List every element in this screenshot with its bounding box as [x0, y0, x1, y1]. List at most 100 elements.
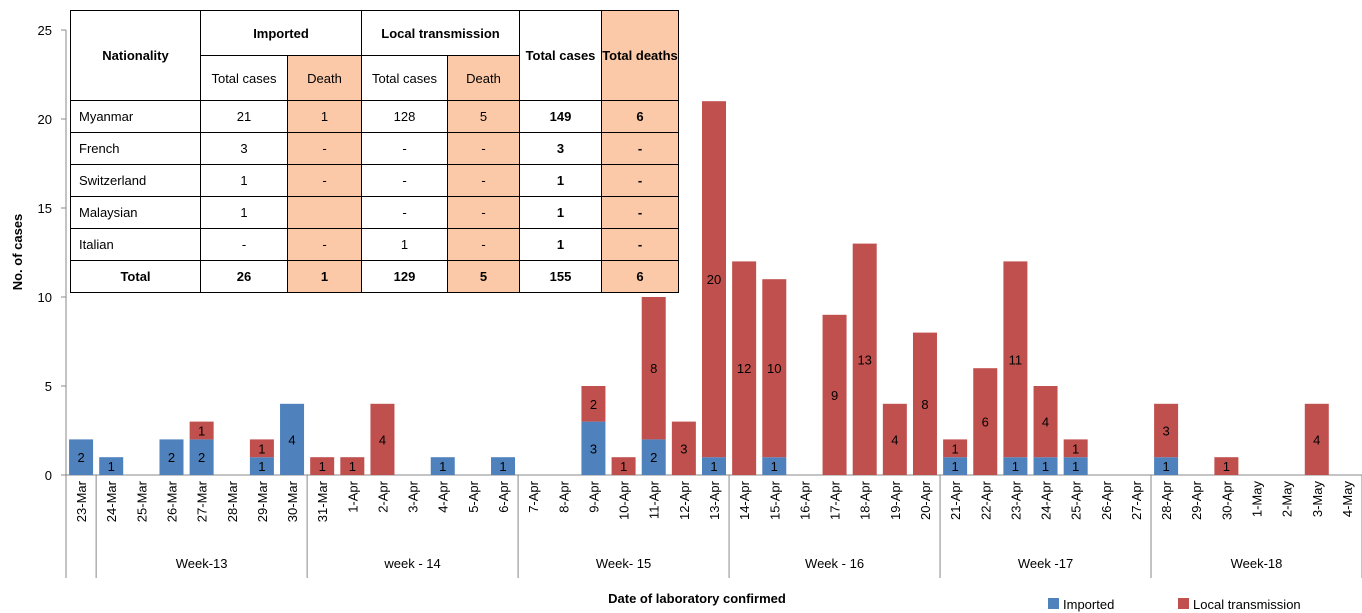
- data-label: 1: [319, 459, 326, 474]
- table-row: Myanmar 21 1 128 5 149 6: [70, 100, 679, 133]
- data-label: 1: [258, 459, 265, 474]
- table-cell: 1: [519, 228, 602, 261]
- x-tick-label: 22-Apr: [978, 480, 993, 520]
- table-cell: Italian: [70, 228, 201, 261]
- y-tick-label: 0: [45, 468, 52, 483]
- table-cell: 1: [287, 260, 362, 293]
- x-tick-label: 28-Mar: [225, 480, 240, 522]
- data-label: 1: [499, 459, 506, 474]
- x-tick-label: 28-Apr: [1159, 480, 1174, 520]
- table-cell: -: [601, 196, 679, 229]
- data-label: 1: [1223, 459, 1230, 474]
- data-label: 1: [1162, 459, 1169, 474]
- bar: [1214, 457, 1239, 475]
- x-tick-label: 1-May: [1250, 481, 1265, 518]
- week-label: Week -17: [1018, 556, 1073, 571]
- data-label: 3: [680, 441, 687, 456]
- x-tick-label: 27-Apr: [1129, 480, 1144, 520]
- bar: [159, 439, 184, 475]
- bar: [943, 457, 968, 475]
- x-tick-label: 4-Apr: [436, 480, 451, 512]
- x-tick-label: 25-Mar: [134, 480, 149, 522]
- x-tick-label: 3-Apr: [406, 480, 421, 512]
- data-label: 13: [857, 352, 871, 367]
- x-tick-label: 26-Apr: [1099, 480, 1114, 520]
- data-label: 3: [1162, 424, 1169, 439]
- x-tick-label: 17-Apr: [828, 480, 843, 520]
- table-cell: 21: [200, 100, 288, 133]
- table-cell: -: [447, 196, 520, 229]
- x-tick-label: 18-Apr: [858, 480, 873, 520]
- x-tick-label: 24-Apr: [1039, 480, 1054, 520]
- week-label: week - 14: [383, 556, 440, 571]
- week-label: Week-13: [176, 556, 228, 571]
- bar: [249, 439, 274, 458]
- table-cell: Total cases: [200, 55, 288, 101]
- y-axis-title: No. of cases: [10, 214, 25, 291]
- table-cell: 1: [200, 196, 288, 229]
- nationality-table: Nationality Imported Local transmission Tot…: [70, 10, 679, 293]
- bar: [912, 332, 937, 475]
- bar: [189, 439, 214, 475]
- table-cell: French: [70, 132, 201, 165]
- table-cell: -: [601, 228, 679, 261]
- x-tick-label: 20-Apr: [918, 480, 933, 520]
- bar: [581, 386, 606, 422]
- bar: [491, 457, 516, 475]
- table-cell: 5: [447, 260, 520, 293]
- bar: [641, 439, 666, 475]
- table-cell: 1: [287, 100, 362, 133]
- table-cell: 1: [519, 164, 602, 197]
- data-label: 1: [349, 459, 356, 474]
- table-cell: 6: [601, 260, 679, 293]
- x-tick-label: 4-May: [1340, 481, 1355, 518]
- bar: [611, 457, 636, 475]
- legend-label: Imported: [1063, 597, 1114, 612]
- data-label: 8: [921, 397, 928, 412]
- table-cell: -: [287, 164, 362, 197]
- table-cell: -: [601, 164, 679, 197]
- x-tick-label: 31-Mar: [315, 480, 330, 522]
- bar: [69, 439, 94, 475]
- table-cell: [287, 196, 362, 229]
- data-label: 4: [288, 432, 295, 447]
- table-cell: Total cases: [361, 55, 448, 101]
- x-tick-label: 14-Apr: [737, 480, 752, 520]
- y-tick-label: 10: [38, 290, 52, 305]
- bar: [581, 421, 606, 475]
- week-label: Week - 16: [805, 556, 864, 571]
- table-cell: Death: [447, 55, 520, 101]
- table-cell: 149: [519, 100, 602, 133]
- y-tick-label: 20: [38, 112, 52, 127]
- x-tick-label: 19-Apr: [888, 480, 903, 520]
- data-label: 8: [650, 361, 657, 376]
- table-cell: 155: [519, 260, 602, 293]
- bar: [1033, 386, 1058, 458]
- bar: [280, 403, 305, 475]
- bar: [189, 421, 214, 440]
- data-label: 4: [379, 432, 386, 447]
- legend-label: Local transmission: [1193, 597, 1301, 612]
- week-label: Week- 15: [596, 556, 651, 571]
- data-label: 1: [1042, 459, 1049, 474]
- bar: [310, 457, 335, 475]
- data-label: 2: [77, 450, 84, 465]
- table-row: Malaysian 1- -1-: [70, 196, 679, 229]
- bar: [973, 368, 998, 475]
- table-cell: Switzerland: [70, 164, 201, 197]
- x-tick-label: 3-May: [1310, 481, 1325, 518]
- table-cell: 6: [601, 100, 679, 133]
- data-label: 1: [439, 459, 446, 474]
- table-cell: Death: [287, 55, 362, 101]
- data-label: 2: [198, 450, 205, 465]
- data-label: 1: [108, 459, 115, 474]
- data-label: 20: [707, 272, 721, 287]
- y-tick-label: 5: [45, 379, 52, 394]
- bar: [943, 439, 968, 458]
- table-cell: 3: [519, 132, 602, 165]
- data-label: 10: [767, 361, 781, 376]
- bar: [852, 243, 877, 475]
- x-tick-label: 27-Mar: [195, 480, 210, 522]
- table-cell: Total cases: [519, 10, 602, 101]
- data-label: 1: [951, 441, 958, 456]
